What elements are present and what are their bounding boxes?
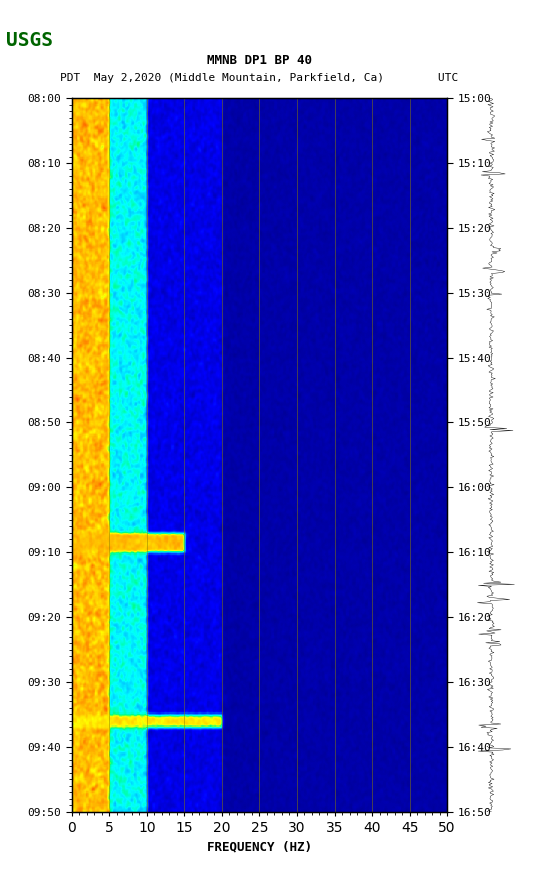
Text: MMNB DP1 BP 40: MMNB DP1 BP 40	[207, 54, 312, 67]
Text: PDT  May 2,2020 (Middle Mountain, Parkfield, Ca)        UTC: PDT May 2,2020 (Middle Mountain, Parkfie…	[60, 73, 459, 83]
Text: USGS: USGS	[6, 31, 52, 50]
X-axis label: FREQUENCY (HZ): FREQUENCY (HZ)	[207, 840, 312, 854]
